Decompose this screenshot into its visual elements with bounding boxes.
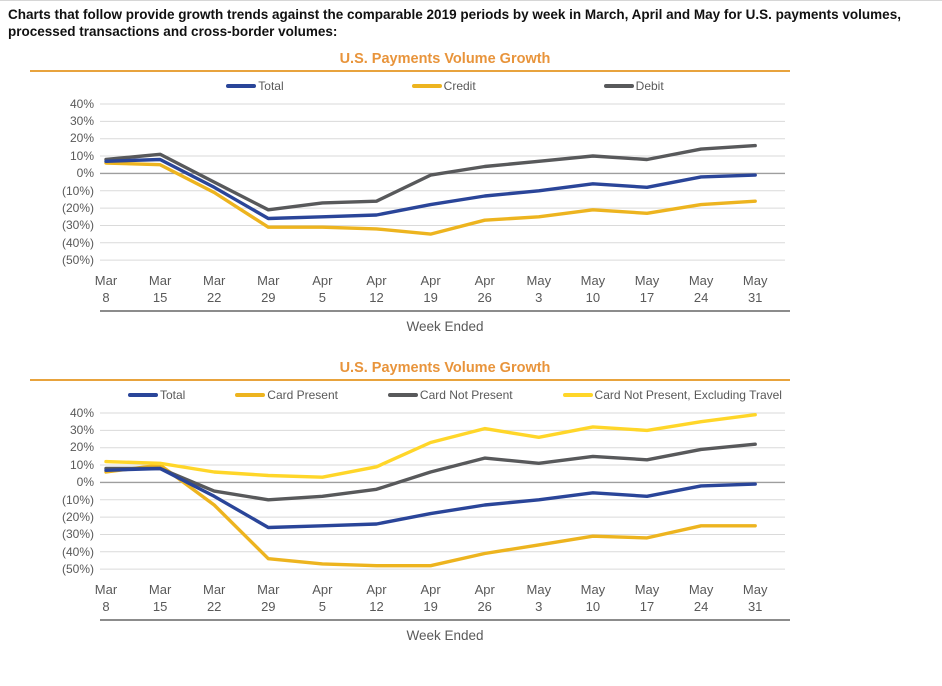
y-tick-label: (10%) [61,492,94,507]
x-tick-label: May 24 [688,581,714,614]
y-tick-label: 40% [69,405,94,420]
x-tick-label: Apr 26 [474,581,495,614]
x-tick-label: May 10 [580,272,606,305]
y-tick-label: 10% [69,148,94,163]
y-tick-label: (30%) [61,527,94,542]
series-line-card-not-present [104,442,757,502]
legend-item-card-not-present: Card Not Present [387,387,513,402]
series-line-total [104,157,757,220]
series-line-total [104,466,757,529]
plot-svg [100,412,785,570]
x-tick-label: May 17 [634,272,660,305]
title-underline [30,69,790,72]
y-tick-label: 0% [76,475,94,490]
x-tick-label: May 10 [580,581,606,614]
y-tick-label: (50%) [61,252,94,267]
x-tick-label: Apr 19 [420,272,441,305]
x-tick-label: Mar 22 [202,581,226,614]
series-line-card-present [104,463,757,568]
y-tick-label: (20%) [61,200,94,215]
y-tick-label: (30%) [61,218,94,233]
legend-label: Card Present [267,387,338,402]
legend-swatch-card-not-present-excluding-travel [562,392,593,397]
legend-item-total: Total [226,78,284,93]
legend-label: Debit [635,78,664,93]
y-tick-label: 20% [69,440,94,455]
x-tick-label: Apr 12 [366,272,387,305]
chart-title: U.S. Payments Volume Growth [339,359,551,376]
payments-volume-chart-total-credit-debit: U.S. Payments Volume Growth Total Credit D… [30,51,790,334]
series-line-card-not-present-excluding-travel [104,412,757,479]
legend-item-total: Total [128,388,185,402]
x-tick-label: Mar 22 [202,272,226,305]
x-tick-label: Apr 12 [366,581,387,614]
chart-legend: Total Credit Debit [100,78,790,94]
legend-swatch-card-not-present [387,392,418,397]
legend-label: Card Not Present, Excluding Travel [594,387,782,402]
x-tick-label: Mar 29 [257,581,280,614]
plot-svg [100,103,785,261]
x-tick-label: Apr 5 [312,272,333,305]
legend-label: Total [160,387,186,402]
x-axis-title: Week Ended [406,627,484,643]
x-axis-title: Week Ended [406,318,484,334]
x-tick-label: May 31 [742,272,768,305]
legend-swatch-card-present [235,392,266,397]
plot-area: 40% 30% 20% 10% 0% (10%) (20%) (30%) (40%) (50%) [30,97,790,270]
legend-item-credit: Credit [411,78,476,93]
x-tick-label: May 24 [688,272,714,305]
intro-paragraph: Charts that follow provide growth trends… [8,7,901,39]
title-underline [30,378,790,381]
y-tick-label: 30% [69,114,94,129]
x-axis-line [100,618,790,621]
y-axis-labels: 40% 30% 20% 10% 0% (10%) (20%) (30%) (40%) (50%) [30,97,100,270]
x-tick-label: Mar 15 [148,581,172,614]
x-tick-label: Apr 19 [420,581,441,614]
x-tick-label: Mar 8 [94,581,118,614]
y-tick-label: 0% [76,166,94,181]
x-tick-label: Apr 26 [474,272,495,305]
legend-swatch-debit [603,83,634,88]
legend-label: Total [258,78,284,93]
legend-label: Card Not Present [419,387,513,402]
y-tick-label: (50%) [61,561,94,576]
series-line-debit [104,143,757,212]
payments-volume-chart-card-present-breakdown: U.S. Payments Volume Growth Total Card Pr… [30,360,790,643]
y-tick-label: 20% [69,131,94,146]
y-tick-label: 10% [69,457,94,472]
x-axis-line [100,309,790,312]
plot-area: 40% 30% 20% 10% 0% (10%) (20%) (30%) (40%) (50%) [30,406,790,579]
x-tick-label: Apr 5 [312,581,333,614]
x-tick-label: May 3 [526,581,552,614]
y-axis-labels: 40% 30% 20% 10% 0% (10%) (20%) (30%) (40%) (50%) [30,406,100,579]
legend-item-debit: Debit [603,78,664,93]
series-line-credit [104,161,757,236]
legend-swatch-total [226,83,257,88]
x-tick-label: Mar 29 [257,272,280,305]
chart-legend: Total Card Present Card Not Present Card No… [100,387,790,403]
x-tick-label: Mar 15 [148,272,172,305]
y-tick-label: (40%) [61,235,94,250]
x-tick-label: May 3 [526,272,552,305]
x-tick-label: May 17 [634,581,660,614]
legend-swatch-credit [411,83,442,88]
x-tick-label: Mar 8 [94,272,118,305]
legend-item-card-present: Card Present [235,388,338,402]
y-tick-label: 40% [69,96,94,111]
x-tick-label: May 31 [742,581,768,614]
legend-label: Credit [443,78,476,93]
legend-item-card-not-present-excluding-travel: Card Not Present, Excluding Travel [562,387,782,402]
y-tick-label: (20%) [61,509,94,524]
legend-swatch-total [128,392,158,397]
chart-title: U.S. Payments Volume Growth [339,50,551,67]
x-axis-labels: Mar 8 Mar 15 Mar 22 Mar 29 Apr 5 Apr 12 Apr 19 Apr 26 Ma… [95,270,790,308]
y-tick-label: 30% [69,423,94,438]
x-axis-labels: Mar 8 Mar 15 Mar 22 Mar 29 Apr 5 Apr 12 Apr 19 Apr 26 Ma… [95,579,790,617]
y-tick-label: (40%) [61,544,94,559]
y-tick-label: (10%) [61,183,94,198]
